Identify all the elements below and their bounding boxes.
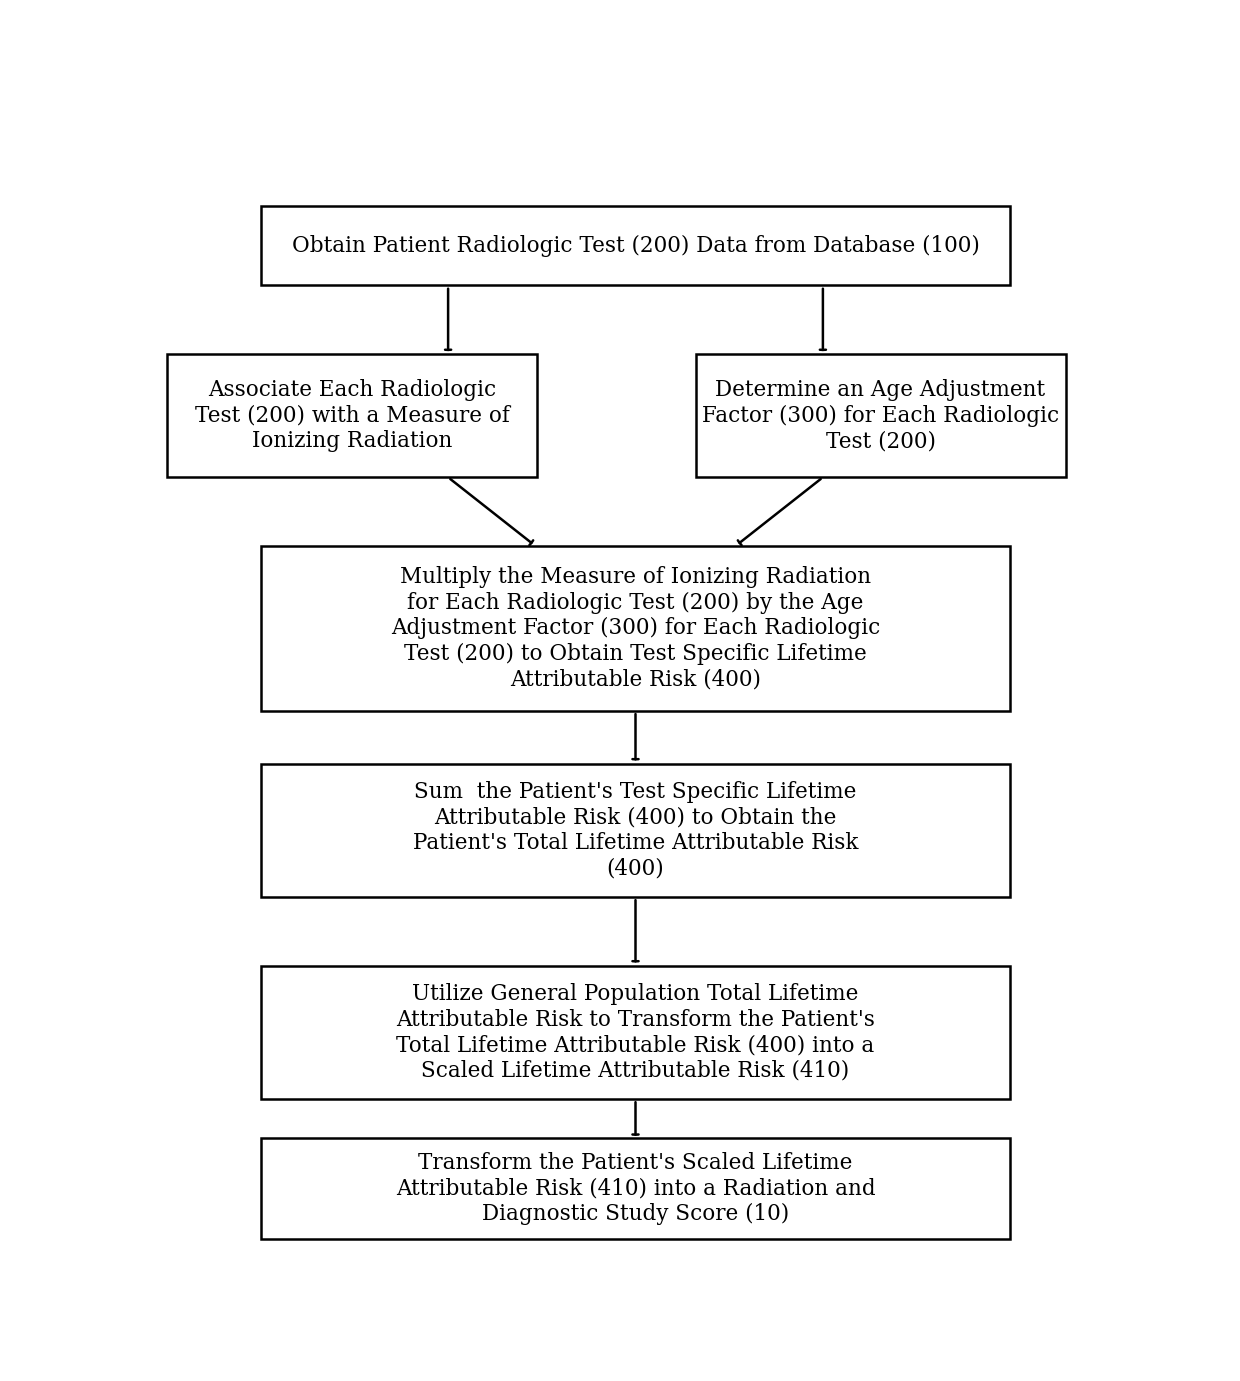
- FancyBboxPatch shape: [167, 355, 537, 476]
- FancyBboxPatch shape: [696, 355, 1065, 476]
- Text: Obtain Patient Radiologic Test (200) Data from Database (100): Obtain Patient Radiologic Test (200) Dat…: [291, 235, 980, 257]
- FancyBboxPatch shape: [260, 206, 1011, 286]
- Text: Multiply the Measure of Ionizing Radiation
for Each Radiologic Test (200) by the: Multiply the Measure of Ionizing Radiati…: [391, 566, 880, 690]
- Text: Associate Each Radiologic
Test (200) with a Measure of
Ionizing Radiation: Associate Each Radiologic Test (200) wit…: [195, 380, 510, 452]
- FancyBboxPatch shape: [260, 764, 1011, 896]
- Text: Determine an Age Adjustment
Factor (300) for Each Radiologic
Test (200): Determine an Age Adjustment Factor (300)…: [702, 380, 1059, 452]
- Text: Sum  the Patient's Test Specific Lifetime
Attributable Risk (400) to Obtain the
: Sum the Patient's Test Specific Lifetime…: [413, 782, 858, 880]
- Text: Utilize General Population Total Lifetime
Attributable Risk to Transform the Pat: Utilize General Population Total Lifetim…: [396, 983, 875, 1081]
- FancyBboxPatch shape: [260, 965, 1011, 1099]
- Text: Transform the Patient's Scaled Lifetime
Attributable Risk (410) into a Radiation: Transform the Patient's Scaled Lifetime …: [396, 1152, 875, 1225]
- FancyBboxPatch shape: [260, 545, 1011, 711]
- FancyBboxPatch shape: [260, 1138, 1011, 1239]
